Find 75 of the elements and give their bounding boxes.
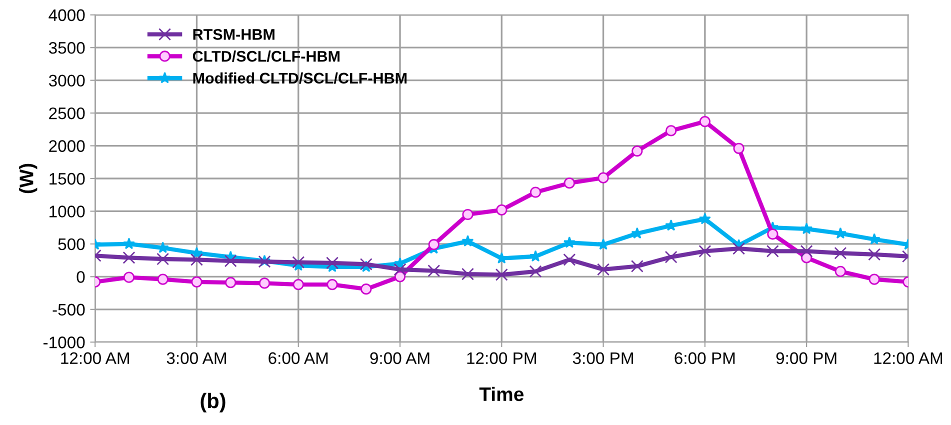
legend-label: RTSM-HBM [193, 29, 274, 40]
point [632, 145, 643, 157]
legend-label: CLTD/SCL/CLF-HBM [192, 50, 340, 62]
legend-label: Modified CLTD/SCL/CLF-HBM [193, 72, 407, 84]
point [698, 212, 711, 224]
point [834, 266, 846, 277]
point [598, 172, 609, 184]
point [834, 246, 847, 260]
point [224, 254, 237, 268]
point [394, 271, 406, 282]
point [394, 263, 406, 276]
point [258, 278, 270, 289]
point [122, 251, 136, 264]
point [597, 263, 610, 276]
x-axis-title: Time [479, 386, 524, 402]
x-tick-label: 6:00 PM [674, 352, 735, 364]
point [360, 284, 372, 295]
y-tick-label: 3000 [48, 74, 85, 87]
x-tick-label: 12:00 AM [874, 352, 942, 364]
y-tick-label: 1500 [50, 172, 85, 185]
point [733, 142, 744, 154]
point [326, 278, 338, 290]
point [326, 256, 339, 270]
point [292, 278, 304, 290]
point [360, 258, 372, 270]
x-tick-label: 9:00 PM [776, 352, 836, 364]
x-tick-label: 12:00 AM [61, 352, 129, 364]
x-tick-label: 12:00 PM [467, 352, 536, 364]
point [225, 277, 236, 288]
y-tick-label: 0 [76, 271, 85, 283]
point [191, 276, 202, 288]
point [495, 268, 508, 281]
point [462, 268, 474, 280]
point [496, 204, 508, 216]
y-tick-label: 2500 [49, 107, 85, 120]
point [800, 244, 813, 258]
point [123, 272, 135, 283]
point [665, 125, 677, 136]
point [868, 248, 881, 261]
y-tick-label: 2000 [49, 140, 85, 152]
y-tick-label: 4000 [48, 9, 85, 22]
x-tick-label: 3:00 PM [572, 352, 633, 364]
point [766, 244, 779, 258]
x-tick-label: 3:00 AM [166, 352, 226, 364]
point [564, 178, 575, 189]
point [428, 239, 440, 250]
point [699, 116, 710, 128]
y-tick-label: 3500 [48, 42, 85, 54]
point [462, 235, 474, 247]
point [800, 222, 813, 234]
x-tick-label: 9:00 AM [370, 352, 430, 364]
point [530, 186, 542, 198]
point [630, 260, 644, 272]
y-tick-label: -500 [52, 304, 85, 316]
point [664, 250, 678, 264]
y-axis-title: (W) [19, 164, 38, 194]
point [462, 208, 474, 220]
x-tick-label: 6:00 AM [268, 352, 328, 364]
point [868, 274, 880, 285]
point [190, 253, 203, 266]
point [529, 265, 542, 278]
point [563, 253, 576, 266]
point [563, 236, 576, 248]
y-tick-label: 500 [58, 238, 85, 250]
point [767, 228, 778, 240]
point [732, 242, 746, 255]
text: (b) [200, 392, 226, 412]
point [428, 264, 440, 278]
y-tick-label: -1000 [43, 336, 85, 348]
y-tick-label: 1000 [50, 206, 85, 218]
point [156, 252, 170, 266]
point [698, 244, 712, 258]
point [292, 256, 305, 269]
point [157, 274, 168, 285]
point [123, 238, 135, 250]
